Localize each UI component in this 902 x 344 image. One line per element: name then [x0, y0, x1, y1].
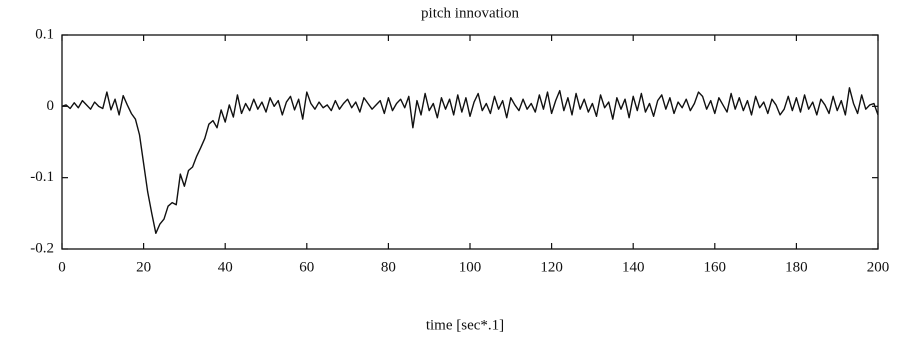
- x-tick-label: 0: [58, 259, 66, 275]
- x-tick-label: 140: [622, 259, 645, 275]
- x-tick-label: 80: [381, 259, 396, 275]
- y-tick-label: -0.2: [30, 240, 54, 256]
- x-tick-label: 60: [299, 259, 314, 275]
- x-tick-label: 160: [704, 259, 727, 275]
- x-axis-label: time [sec*.1]: [426, 317, 504, 333]
- x-tick-label: 180: [785, 259, 808, 275]
- x-tick-label: 100: [459, 259, 482, 275]
- y-tick-label: -0.1: [30, 169, 54, 185]
- x-tick-label: 200: [867, 259, 890, 275]
- x-tick-label: 120: [540, 259, 563, 275]
- plot-frame: [61, 34, 879, 250]
- data-line: [61, 87, 879, 235]
- chart-title: pitch innovation: [421, 5, 519, 21]
- x-tick-label: 20: [136, 259, 151, 275]
- x-tick-label: 40: [218, 259, 233, 275]
- y-tick-label: 0.1: [35, 26, 54, 42]
- y-tick-label: 0: [47, 98, 55, 114]
